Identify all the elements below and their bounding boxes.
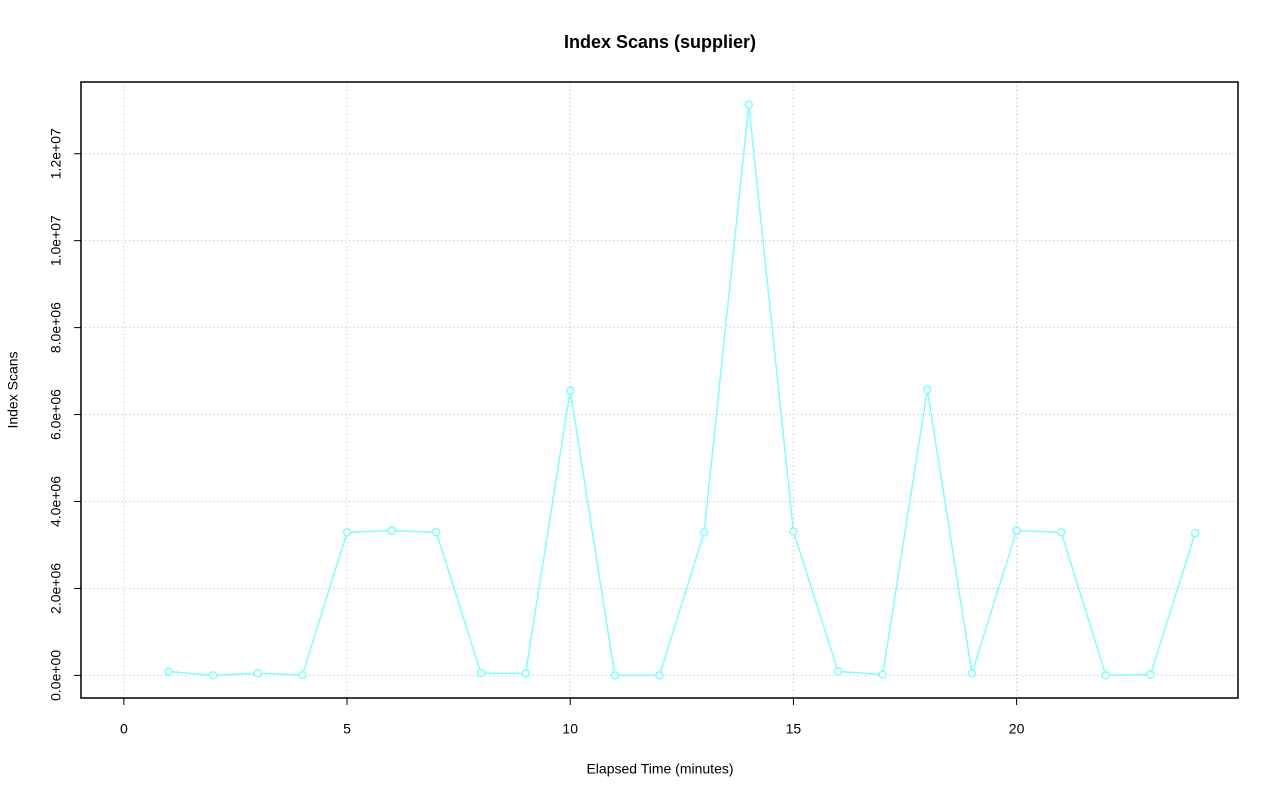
y-tick-label: 6.0e+06 — [48, 389, 64, 440]
series-line — [168, 104, 1196, 677]
y-tick-label: 2.0e+06 — [48, 563, 64, 614]
y-tick-label: 1.0e+07 — [48, 215, 64, 266]
x-tick-label: 10 — [562, 721, 578, 737]
x-tick-label: 15 — [786, 721, 802, 737]
y-axis-label: Index Scans — [5, 351, 21, 428]
point — [342, 528, 352, 537]
point — [387, 526, 396, 535]
point — [253, 668, 263, 678]
y-tick-label: 4.0e+06 — [48, 476, 64, 527]
point — [744, 100, 754, 109]
x-tick-label: 0 — [120, 721, 128, 737]
point — [789, 527, 798, 536]
point — [878, 670, 887, 679]
point — [610, 671, 620, 680]
point — [1190, 528, 1200, 538]
point — [164, 667, 173, 676]
point — [521, 668, 530, 678]
y-tick-label: 1.2e+07 — [48, 128, 64, 179]
point — [476, 668, 486, 678]
point — [298, 670, 307, 680]
point — [565, 386, 575, 395]
point — [1146, 670, 1155, 679]
point — [208, 671, 218, 680]
y-tick-label: 8.0e+06 — [48, 302, 64, 353]
point — [655, 671, 664, 680]
x-tick-label: 5 — [343, 721, 351, 737]
point — [833, 667, 843, 676]
point — [1101, 671, 1111, 680]
point — [432, 528, 441, 537]
x-axis-label: Elapsed Time (minutes) — [586, 761, 733, 777]
point — [699, 528, 709, 537]
x-tick-label: 20 — [1009, 721, 1025, 737]
point — [923, 385, 932, 395]
plot-frame — [80, 81, 1239, 699]
point — [1056, 528, 1066, 537]
chart-title: Index Scans (supplier) — [564, 32, 756, 52]
point — [1012, 526, 1021, 535]
y-tick-label: 0.0e+00 — [48, 650, 64, 701]
point — [967, 668, 977, 678]
